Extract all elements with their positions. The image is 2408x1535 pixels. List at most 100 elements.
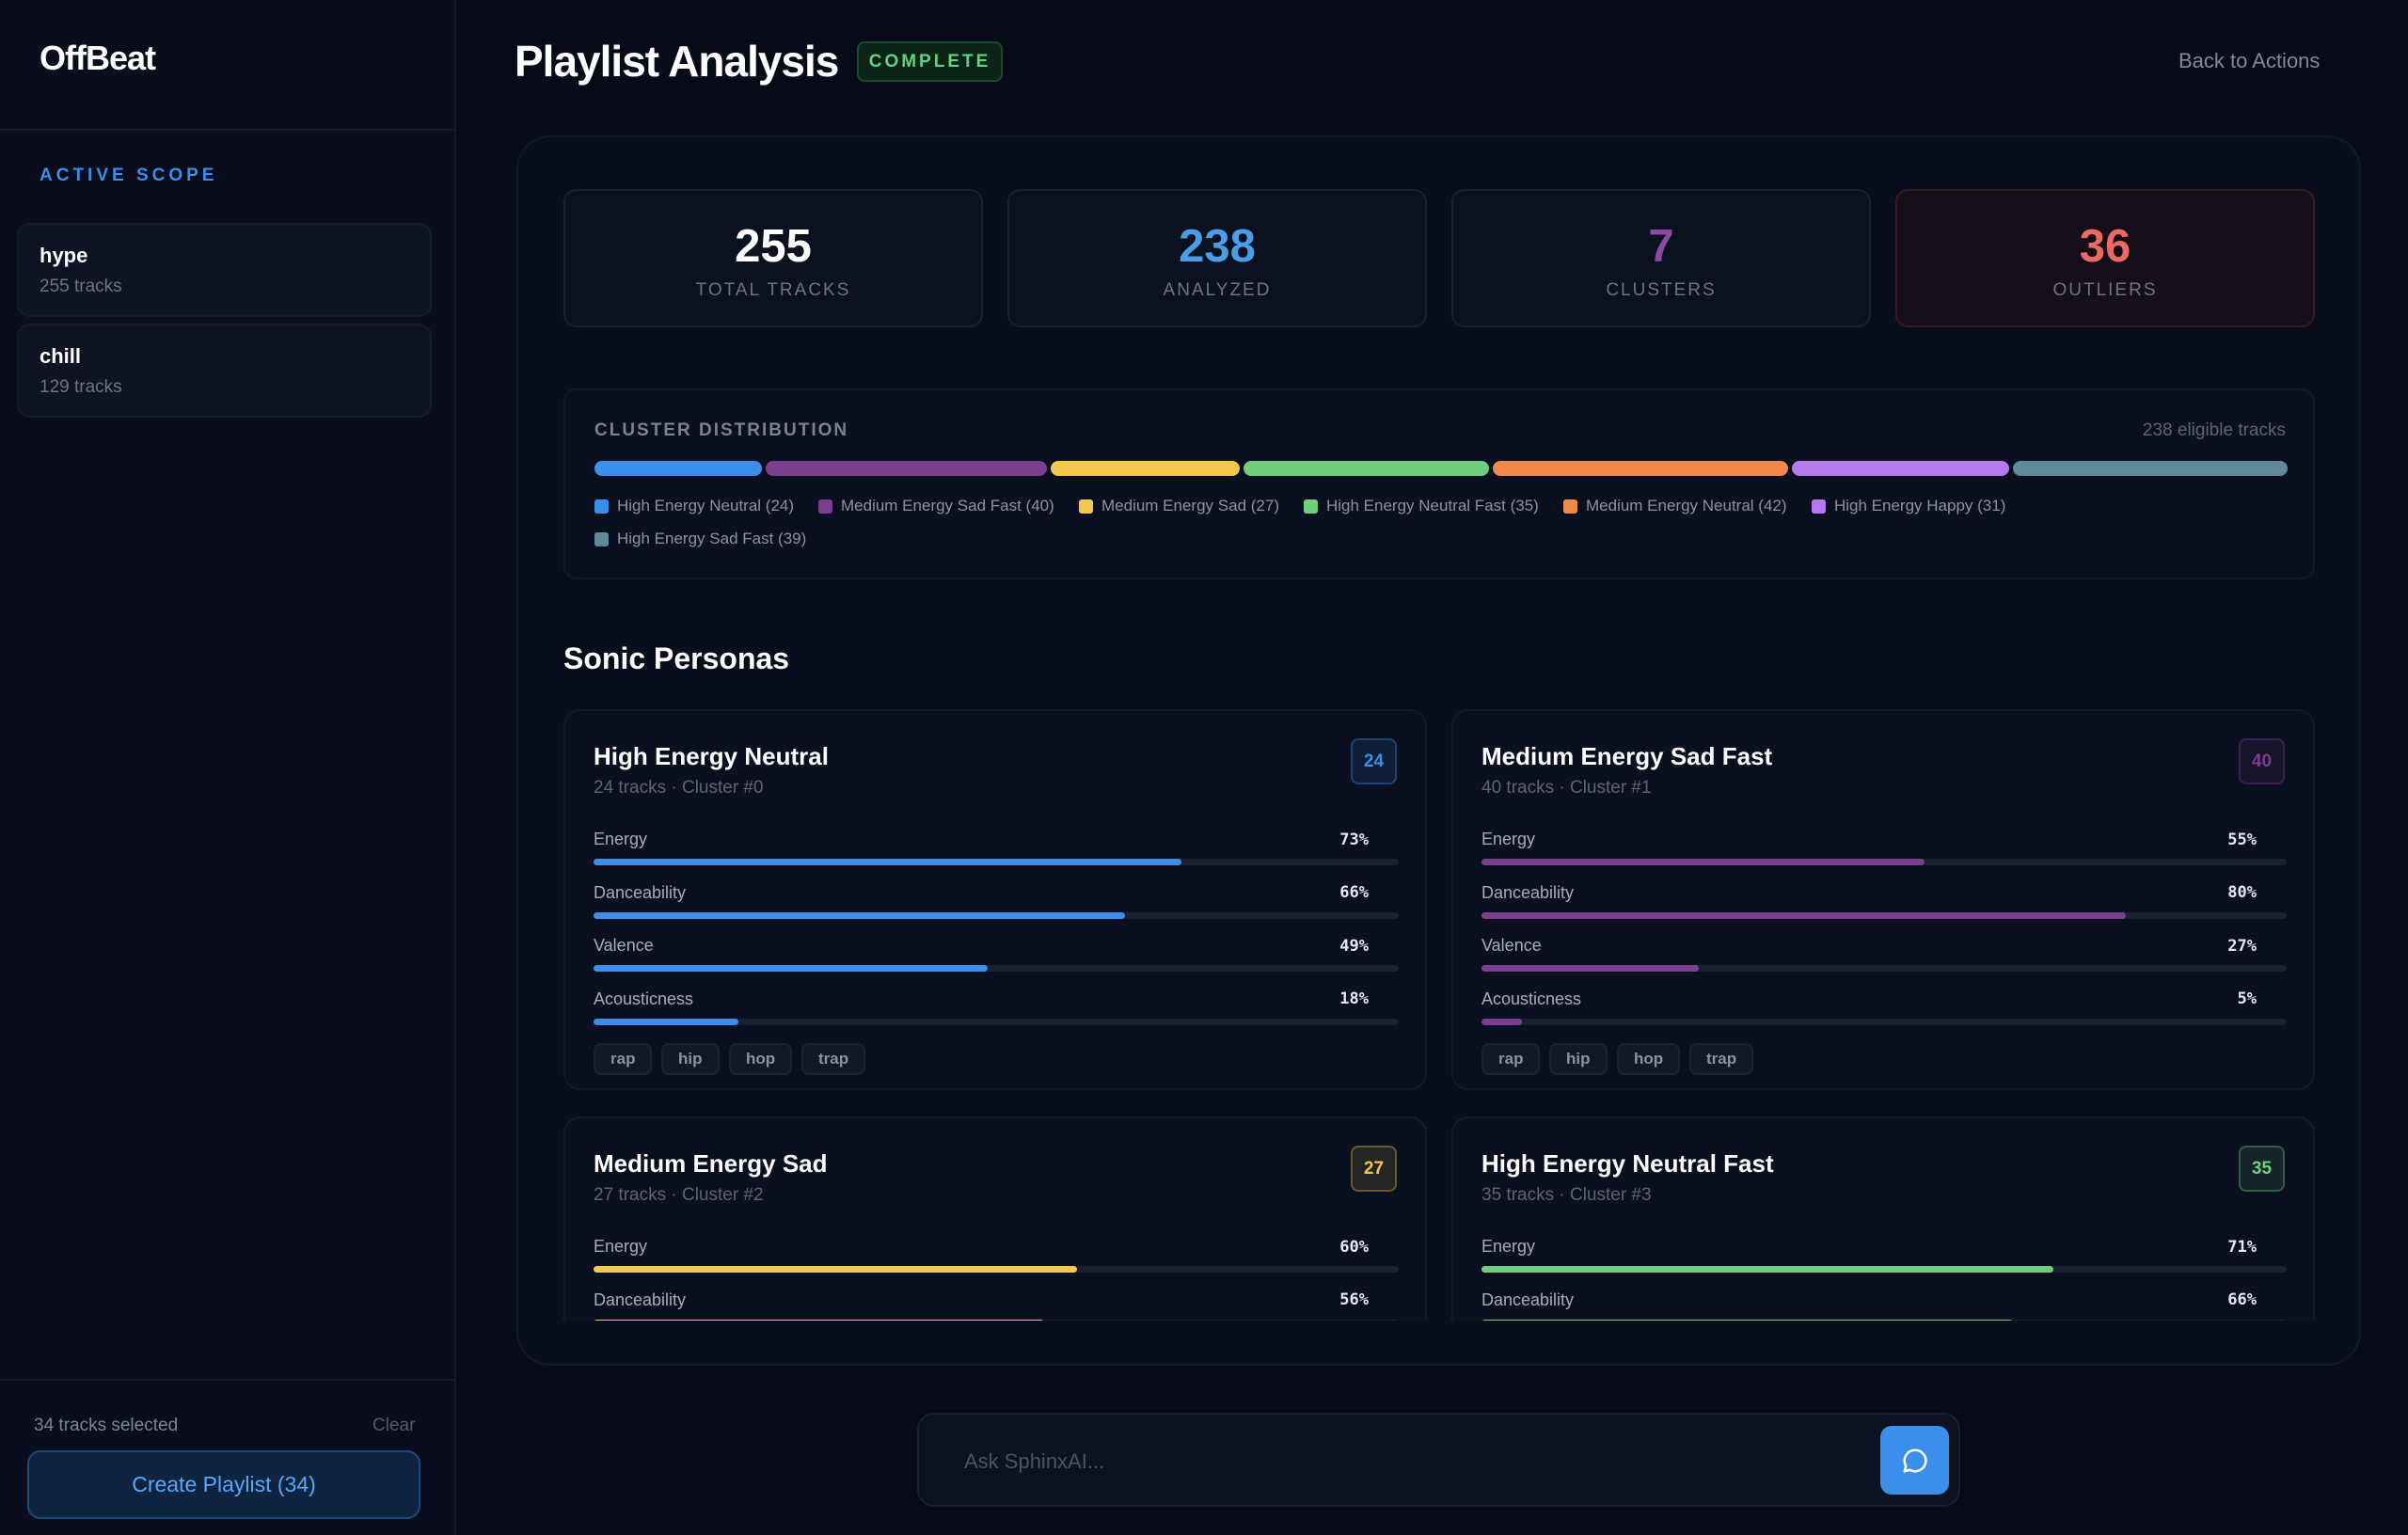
feature-bar [594, 965, 989, 972]
scope-card[interactable]: chill 129 tracks [17, 324, 432, 418]
feature-name: Danceability [1481, 882, 1575, 902]
scope-label: ACTIVE SCOPE [40, 165, 218, 185]
feature-bar [1481, 859, 1925, 865]
tag: trap [1689, 1043, 1754, 1075]
distribution-segment [1051, 461, 1240, 476]
legend-swatch [594, 498, 609, 514]
distribution-segment [1493, 461, 1789, 476]
feature-name: Energy [1481, 1237, 1536, 1257]
persona-card[interactable]: Medium Energy Sad 27 tracks · Cluster #2 2… [563, 1116, 1427, 1321]
feature-track [594, 965, 1399, 972]
chat-input[interactable]: Ask SphinxAI... [964, 1448, 1105, 1473]
stat-value: 36 [2079, 220, 2131, 272]
legend-label: Medium Energy Sad Fast (40) [841, 497, 1054, 514]
persona-count-badge: 27 [1351, 1146, 1397, 1192]
distribution-segment [1792, 461, 2010, 476]
scope-tracks: 129 tracks [40, 376, 122, 397]
feature-value: 56% [1339, 1290, 1369, 1310]
legend-swatch [594, 531, 609, 546]
legend-label: Medium Energy Sad (27) [1101, 497, 1279, 514]
feature-value: 27% [2227, 936, 2257, 956]
tag: trap [801, 1043, 866, 1075]
stat-card: 36 OUTLIERS [1895, 189, 2315, 327]
feature-name: Energy [594, 1237, 648, 1257]
legend-item: Medium Energy Sad (27) [1079, 495, 1279, 517]
brand: OffBeat [40, 39, 156, 78]
legend-label: High Energy Happy (31) [1834, 497, 2006, 514]
persona-count-badge: 24 [1351, 738, 1397, 784]
tag: rap [594, 1043, 653, 1075]
feature-bar [594, 911, 1125, 919]
create-playlist-button[interactable]: Create Playlist (34) [27, 1450, 420, 1519]
tag: hop [1617, 1043, 1681, 1075]
feature-value: 18% [1339, 989, 1369, 1009]
feature-bar [1481, 1266, 2053, 1273]
feature-name: Danceability [594, 1290, 687, 1309]
stat-card: 7 CLUSTERS [1451, 189, 1871, 327]
scope-name: hype [40, 243, 88, 267]
tag: hop [729, 1043, 793, 1075]
persona-subtitle: 27 tracks · Cluster #2 [594, 1184, 764, 1205]
feature-bar [594, 1266, 1077, 1273]
feature-bar [594, 1319, 1045, 1321]
legend-item: Medium Energy Sad Fast (40) [818, 495, 1054, 517]
stat-card: 255 TOTAL TRACKS [563, 189, 983, 327]
tag: rap [1481, 1043, 1541, 1075]
distribution-panel: CLUSTER DISTRIBUTION 238 eligible tracks H… [563, 388, 2315, 579]
section-title: Sonic Personas [563, 641, 790, 675]
legend-swatch [1812, 498, 1826, 514]
distribution-segment [1243, 461, 1490, 476]
tag: hip [661, 1043, 720, 1075]
stat-label: TOTAL TRACKS [695, 279, 851, 300]
feature-bar [1481, 965, 1700, 972]
persona-card[interactable]: High Energy Neutral 24 tracks · Cluster #… [563, 709, 1427, 1090]
sidebar: OffBeat ACTIVE SCOPE hype 255 tracks chill 12… [0, 0, 456, 1535]
feature-name: Danceability [1481, 1290, 1575, 1309]
feature-value: 66% [2227, 1290, 2257, 1310]
feature-value: 60% [1339, 1237, 1369, 1257]
stat-label: ANALYZED [1163, 279, 1272, 300]
feature-name: Valence [1481, 936, 1542, 956]
legend-item: High Energy Happy (31) [1812, 495, 2005, 517]
feature-track [1481, 1018, 2287, 1025]
distribution-segment [765, 461, 1048, 476]
scope-name: chill [40, 343, 82, 368]
feature-value: 80% [2227, 883, 2257, 903]
scope-card[interactable]: hype 255 tracks [17, 223, 432, 317]
stat-value: 7 [1648, 220, 1674, 272]
legend-label: High Energy Sad Fast (39) [617, 530, 807, 547]
stat-value: 255 [735, 220, 812, 272]
distribution-title: CLUSTER DISTRIBUTION [594, 419, 849, 440]
feature-value: 55% [2227, 830, 2257, 849]
chat-box: Ask SphinxAI... [917, 1413, 1960, 1507]
legend-label: High Energy Neutral (24) [617, 497, 795, 514]
stat-card: 238 ANALYZED [1007, 189, 1427, 327]
legend-item: Medium Energy Neutral (42) [1563, 495, 1787, 517]
send-button[interactable] [1880, 1426, 1949, 1495]
distribution-segment [594, 461, 762, 476]
distribution-note: 238 eligible tracks [2142, 419, 2286, 440]
back-link[interactable]: Back to Actions [2178, 48, 2321, 72]
status-badge: COMPLETE [857, 41, 1003, 82]
legend-label: High Energy Neutral Fast (35) [1326, 497, 1539, 514]
persona-subtitle: 40 tracks · Cluster #1 [1481, 777, 1652, 798]
persona-card[interactable]: Medium Energy Sad Fast 40 tracks · Cluste… [1451, 709, 2315, 1090]
legend-swatch [1079, 498, 1093, 514]
legend-swatch [1304, 498, 1318, 514]
persona-subtitle: 35 tracks · Cluster #3 [1481, 1184, 1652, 1205]
persona-card[interactable]: High Energy Neutral Fast 35 tracks · Clus… [1451, 1116, 2315, 1321]
feature-name: Acousticness [594, 989, 694, 1008]
scope-tracks: 255 tracks [40, 276, 122, 296]
feature-bar [1481, 1018, 1522, 1025]
persona-name: Medium Energy Sad [594, 1149, 828, 1179]
feature-value: 66% [1339, 883, 1369, 903]
clear-button[interactable]: Clear [372, 1415, 416, 1435]
feature-value: 5% [2237, 989, 2257, 1009]
feature-name: Energy [1481, 830, 1536, 849]
feature-bar [1481, 1319, 2013, 1321]
feature-value: 73% [1339, 830, 1369, 849]
persona-name: High Energy Neutral [594, 742, 829, 771]
legend-item: High Energy Neutral (24) [594, 495, 794, 517]
feature-value: 49% [1339, 936, 1369, 956]
divider [0, 129, 456, 131]
